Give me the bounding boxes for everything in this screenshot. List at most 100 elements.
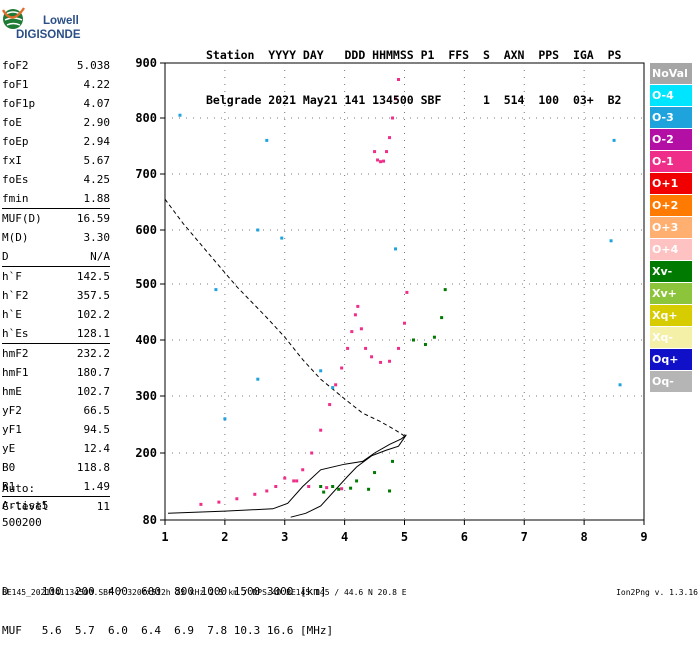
legend-item: O-3	[650, 107, 692, 128]
param-value: 128.1	[76, 327, 110, 340]
echo-point	[265, 489, 269, 493]
echo-point	[217, 500, 221, 504]
y-tick-label: 800	[135, 111, 157, 125]
echo-point	[385, 150, 389, 154]
y-tick-label: 400	[135, 333, 157, 347]
param-row: yF1 94.5	[2, 420, 110, 439]
echo-point	[373, 471, 377, 475]
echo-point	[235, 497, 239, 501]
echo-point	[388, 489, 392, 493]
param-value: 1.88	[83, 192, 111, 205]
param-value: 12.4	[83, 442, 111, 455]
x-tick-label: 5	[401, 530, 408, 544]
y-tick-label: 300	[135, 389, 157, 403]
echo-point	[334, 383, 338, 387]
echo-point	[223, 417, 227, 421]
param-row: B0 118.8	[2, 458, 110, 477]
echo-point	[394, 97, 398, 101]
echo-point	[325, 486, 329, 490]
legend-item: O-2	[650, 129, 692, 150]
param-value: 94.5	[83, 423, 111, 436]
echo-point	[443, 288, 447, 292]
param-row: hmF2 232.2	[2, 343, 110, 363]
param-row: M(D) 3.30	[2, 228, 110, 247]
echo-point	[331, 485, 335, 488]
param-value: 357.5	[76, 289, 110, 302]
y-tick-label: 600	[135, 223, 157, 237]
param-row: yE 12.4	[2, 439, 110, 458]
param-row: foF1 4.22	[2, 75, 110, 94]
echo-point	[214, 288, 218, 292]
echo-point	[256, 377, 260, 381]
digisonde-logo: Lowell DIGISONDE	[1, 2, 122, 42]
echo-point	[319, 485, 323, 488]
echo-point	[382, 159, 386, 163]
echo-point	[319, 428, 323, 432]
station-header: Station YYYY DAY DDD HHMMSS P1 FFS S AXN…	[206, 18, 621, 123]
parameters-panel: foF2 5.038 foF1 4.22 foF1p 4.07 foE 2.90 foEp 2.9…	[2, 56, 110, 516]
logo-line1: Lowell	[43, 15, 79, 27]
param-value: 180.7	[76, 366, 110, 379]
param-value: 4.07	[83, 97, 111, 110]
param-name: fxI	[2, 154, 22, 167]
legend-item: Oq-	[650, 371, 692, 392]
x-tick-label: 7	[521, 530, 528, 544]
legend-item: Xq-	[650, 327, 692, 348]
echo-point	[353, 313, 357, 317]
param-value: 4.22	[83, 78, 111, 91]
distance-row: D 100 200 400 600 800 1000 1500 3000 [km…	[2, 585, 327, 598]
x-tick-label: 2	[221, 530, 228, 544]
echo-point	[609, 239, 613, 243]
param-name: foF1p	[2, 97, 36, 110]
x-tick-label: 6	[461, 530, 468, 544]
auto-program: Artist5	[2, 499, 49, 512]
muf-row: MUF 5.6 5.7 6.0 6.4 6.9 7.8 10.3 16.6 [M…	[2, 624, 334, 637]
legend-item: NoVal	[650, 63, 692, 84]
echo-point	[256, 228, 260, 232]
param-value: 3.30	[83, 231, 111, 244]
param-row: foE 2.90	[2, 113, 110, 132]
param-name: yE	[2, 442, 16, 455]
legend-item: Xv-	[650, 261, 692, 282]
autoscaling-info: Auto: Artist5 500200	[2, 480, 48, 531]
param-row: hmF1 180.7	[2, 363, 110, 382]
solid-profile-curve	[167, 434, 407, 518]
ionogram-chart: 1 2 3 4 5 6 7 8 9 80 200 300 400 500 600 700 800 900	[135, 56, 647, 544]
param-name: foE	[2, 116, 22, 129]
echo-point	[280, 236, 284, 240]
param-name: MUF(D)	[2, 212, 42, 225]
echo-point	[265, 138, 269, 142]
legend-item: O+1	[650, 173, 692, 194]
auto-version: 500200	[2, 516, 42, 529]
header-line2: Belgrade 2021 May21 141 134500 SBF 1 514…	[206, 93, 622, 107]
param-name: B1	[2, 480, 16, 493]
echo-point	[359, 327, 363, 331]
echo-point	[405, 290, 409, 294]
param-row: h`Es 128.1	[2, 324, 110, 343]
param-row: foF1p 4.07	[2, 94, 110, 113]
echo-point	[397, 346, 401, 350]
echo-point	[612, 138, 616, 142]
x-tick-label: 9	[640, 530, 647, 544]
param-row: h`F2 357.5	[2, 286, 110, 305]
y-tick-label: 900	[135, 56, 157, 70]
param-name: M(D)	[2, 231, 29, 244]
echo-point	[340, 366, 344, 370]
echo-point	[274, 485, 278, 488]
param-name: yF2	[2, 404, 22, 417]
echo-point	[346, 346, 350, 350]
param-row: MUF(D) 16.59	[2, 208, 110, 228]
param-row: foF2 5.038	[2, 56, 110, 75]
param-name: h`F2	[2, 289, 29, 302]
param-row: hmE 102.7	[2, 382, 110, 401]
param-value: 118.8	[76, 461, 110, 474]
legend-item: Xv+	[650, 283, 692, 304]
param-value: 102.2	[76, 308, 110, 321]
y-tick-label: 200	[135, 446, 157, 460]
echo-point	[301, 468, 305, 472]
param-row: foEs 4.25	[2, 170, 110, 189]
param-name: foEp	[2, 135, 29, 148]
param-row: h`E 102.2	[2, 305, 110, 324]
param-value: 142.5	[76, 270, 110, 283]
echo-point	[328, 403, 332, 407]
